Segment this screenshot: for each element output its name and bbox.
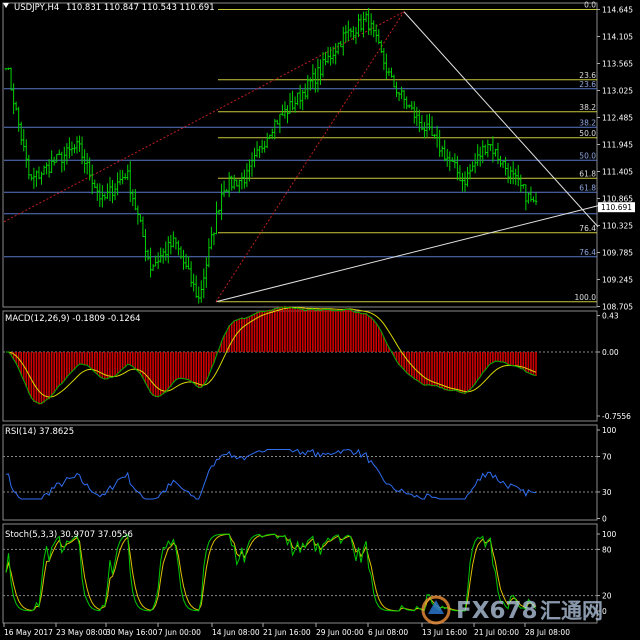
rsi-label: RSI(14) 37.8625	[5, 427, 74, 437]
panel-frame-main	[2, 2, 598, 308]
rsi-axis-label: 100	[602, 426, 617, 435]
stoch-axis-label: 0	[602, 607, 607, 616]
macd-signal-line	[5, 306, 537, 398]
fib-level-label: 76.4	[579, 248, 596, 257]
stoch-label: Stoch(5,3,3) 30.9707 37.0556	[5, 530, 133, 540]
price-axis-label: 114.105	[602, 33, 633, 42]
fib-level-label: 61.8	[579, 169, 596, 178]
dashed-line	[3, 11, 405, 223]
time-axis-label: 28 Jul 08:00	[525, 628, 570, 637]
trendline-resistance	[403, 11, 599, 228]
watermark-text-b: 汇通网	[540, 599, 603, 623]
dashed-line	[215, 11, 405, 303]
fib-level-label: 76.4	[579, 224, 596, 233]
macd-indicator	[3, 305, 597, 405]
price-axis-label: 108.705	[602, 303, 633, 312]
rsi-axis-label: 0	[602, 515, 607, 524]
chevron-down-icon[interactable]	[3, 3, 9, 8]
price-axis-label: 111.405	[602, 168, 633, 177]
price-axis-label: 113.565	[602, 60, 633, 69]
macd-axis-label: 0.43	[602, 312, 619, 321]
stoch-axis-label: 80	[602, 545, 612, 554]
current-price-flag	[598, 202, 635, 213]
time-axis-label: 21 Jul 00:00	[474, 628, 519, 637]
trendline-support	[215, 205, 599, 303]
fib-level-label: 50.0	[579, 129, 596, 138]
price-candles	[4, 7, 538, 304]
watermark-logo: FX678 汇通网	[421, 595, 603, 625]
watermark-text-a: FX678	[456, 598, 537, 624]
fib-level-label: 0.0	[584, 1, 596, 10]
time-axis-label: 14 Jun 08:00	[212, 628, 260, 637]
price-axis-label: 109.785	[602, 249, 633, 258]
time-axis-label: 29 Jun 00:00	[316, 628, 364, 637]
macd-axis-label: 0.00	[602, 348, 619, 357]
price-axis-label: 113.025	[602, 87, 633, 96]
price-axes: 114.645 114.105 113.565 113.025 112.485 111.9…	[597, 6, 635, 616]
symbol-label: USDJPY,H4	[14, 3, 59, 13]
price-axis-label: 110.325	[602, 222, 633, 231]
fib-level-label: 38.2	[579, 103, 596, 112]
stoch-axis-label: 100	[602, 530, 617, 539]
ohlc-label: 110.831 110.847 110.543 110.691	[66, 3, 215, 13]
fib-level-label: 100.0	[575, 293, 597, 302]
price-axis-label: 109.245	[602, 276, 633, 285]
time-axis-label: 6 Jul 08:00	[368, 628, 408, 637]
panel-labels: USDJPY,H4 110.831 110.847 110.543 110.69…	[3, 3, 215, 540]
price-axis-label: 112.485	[602, 114, 633, 123]
time-axis-label: 30 May 16:00	[106, 628, 158, 637]
rsi-axis-label: 30	[602, 488, 612, 497]
stoch-axis-label: 20	[602, 592, 612, 601]
price-axis-label: 114.645	[602, 6, 633, 15]
fib-level-label: 23.6	[579, 80, 596, 89]
macd-label: MACD(12,26,9) -0.1809 -0.1264	[5, 314, 141, 324]
macd-axis-label: -0.7556	[602, 412, 631, 421]
fib-level-label: 50.0	[579, 151, 596, 160]
time-axis-label: 21 Jun 16:00	[263, 628, 311, 637]
fib-level-label: 23.6	[579, 71, 596, 80]
fib-level-label: 38.2	[579, 118, 596, 127]
time-axis-label: 16 May 2017	[4, 628, 53, 637]
rsi-axis-label: 70	[602, 453, 612, 462]
time-axis-label: 13 Jul 16:00	[422, 628, 467, 637]
macd-main-line	[5, 306, 537, 404]
rsi-indicator	[3, 448, 597, 500]
trendlines	[3, 11, 599, 303]
time-axis-label: 23 May 08:00	[56, 628, 108, 637]
rsi-line	[5, 448, 537, 500]
time-axis-label: 7 Jun 00:00	[158, 628, 201, 637]
price-axis-label: 110.865	[602, 195, 633, 204]
current-price-label: 110.691	[601, 203, 632, 212]
price-axis-label: 111.945	[602, 141, 633, 150]
panel-frame-rsi	[2, 424, 598, 521]
fib-level-label: 61.8	[579, 183, 596, 192]
